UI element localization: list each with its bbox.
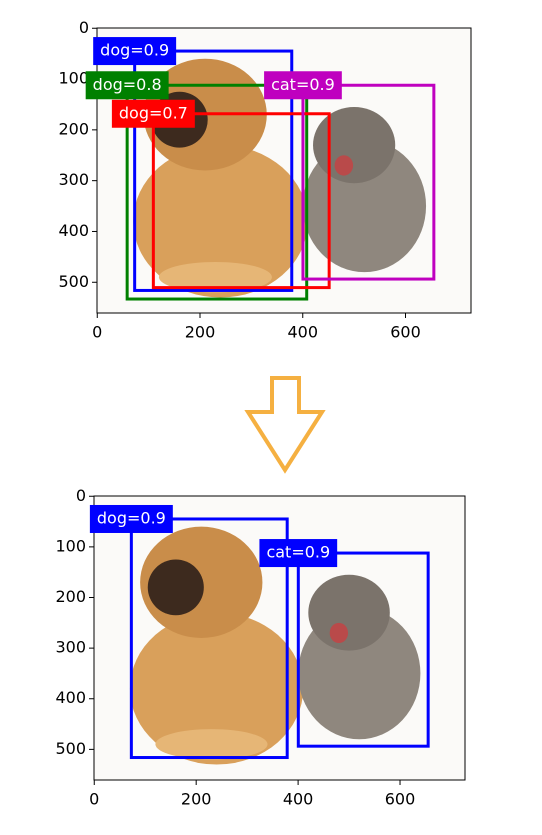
cat-head: [308, 574, 390, 651]
y-tick-label: 100: [55, 536, 86, 555]
x-tick-label: 0: [92, 323, 102, 342]
label-background: [111, 99, 195, 128]
box-label: dog=0.7: [119, 103, 188, 122]
x-tick-label: 600: [385, 790, 416, 809]
photo: [94, 496, 465, 780]
bounding-box: [125, 83, 309, 301]
axes-frame: [93, 495, 466, 781]
x-tick-label: 600: [390, 323, 421, 342]
dog-paws: [158, 261, 272, 293]
x-tick-label: 400: [287, 323, 318, 342]
dog-paws: [155, 729, 268, 760]
x-tick-label: 0: [89, 790, 99, 809]
bounding-box: [296, 551, 430, 748]
y-tick-label: 300: [58, 170, 89, 189]
label-background: [85, 71, 169, 100]
y-tick-label: 200: [58, 119, 89, 138]
y-tick-label: 0: [76, 486, 86, 505]
box-label: dog=0.9: [100, 41, 169, 60]
bounding-box: [301, 83, 436, 281]
cat-head: [313, 106, 396, 184]
y-tick-label: 200: [55, 587, 86, 606]
cat-mouth: [334, 155, 354, 176]
bounding-box: [129, 517, 289, 760]
box-label: cat=0.9: [266, 543, 330, 562]
box-label: dog=0.8: [93, 75, 162, 94]
label-background: [93, 37, 177, 66]
axes-frame: [96, 27, 472, 314]
dog-body: [129, 612, 304, 765]
bounding-box: [151, 112, 331, 290]
dog-face: [147, 559, 204, 616]
x-tick-label: 200: [185, 323, 216, 342]
y-tick-label: 100: [58, 69, 89, 88]
y-tick-label: 500: [58, 272, 89, 291]
cat-mouth: [329, 622, 349, 644]
y-tick-label: 400: [55, 688, 86, 707]
box-label: cat=0.9: [271, 75, 335, 94]
dog-body: [133, 145, 308, 298]
down-arrow: [244, 376, 326, 474]
box-label: dog=0.9: [97, 508, 166, 527]
label-background: [259, 539, 338, 568]
y-tick-label: 0: [79, 18, 89, 37]
y-tick-label: 500: [55, 739, 86, 758]
y-tick-label: 400: [58, 221, 89, 240]
label-background: [264, 71, 342, 100]
bounding-box: [133, 49, 294, 292]
x-tick-label: 200: [181, 790, 212, 809]
label-background: [89, 504, 173, 533]
x-tick-label: 400: [283, 790, 314, 809]
y-tick-label: 300: [55, 638, 86, 657]
